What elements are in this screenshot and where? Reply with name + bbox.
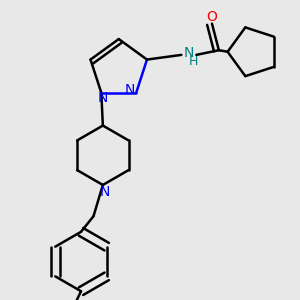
Text: N: N — [99, 185, 110, 199]
Text: N: N — [98, 92, 108, 105]
Text: N: N — [184, 46, 194, 60]
Text: H: H — [188, 55, 198, 68]
Text: O: O — [206, 10, 218, 24]
Text: N: N — [124, 83, 134, 97]
